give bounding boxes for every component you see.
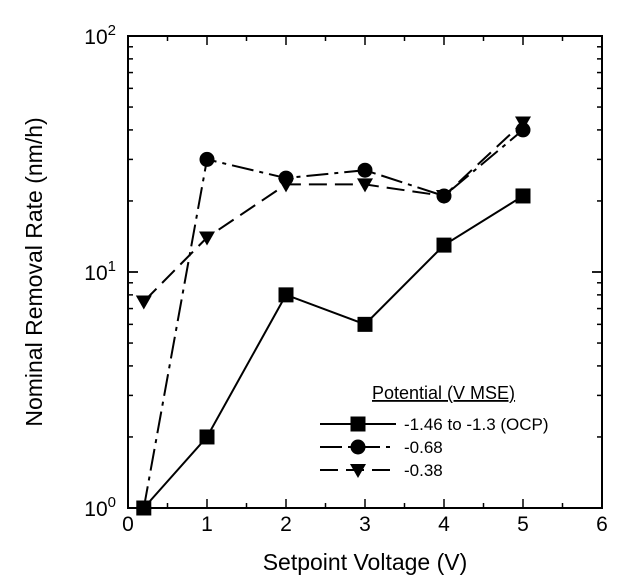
series-line [142, 129, 524, 509]
series-square [136, 188, 531, 516]
series-layer [135, 116, 531, 516]
y-tick-exponent: 1 [108, 258, 116, 275]
legend-marker [350, 416, 366, 432]
data-point [199, 151, 215, 167]
data-point [436, 188, 452, 204]
x-axis-title: Setpoint Voltage (V) [263, 549, 468, 575]
legend-entry: -1.46 to -1.3 (OCP) [320, 415, 549, 434]
data-point [357, 162, 373, 178]
legend-marker [350, 439, 366, 455]
data-point [515, 188, 531, 204]
y-axis-title: Nominal Removal Rate (nm/h) [21, 117, 47, 426]
x-tick-label: 1 [201, 513, 213, 536]
data-point [357, 316, 373, 332]
legend-title: Potential (V MSE) [372, 383, 515, 403]
data-point [515, 122, 531, 138]
data-point [278, 170, 294, 186]
legend-label: -0.38 [404, 461, 443, 480]
x-tick-label: 2 [280, 513, 292, 536]
x-tick-label: 5 [517, 513, 529, 536]
data-point [436, 237, 452, 253]
series-line [143, 195, 524, 509]
series-triangle-down [135, 116, 531, 310]
x-tick-labels: 0 1 2 3 4 5 6 [122, 513, 608, 536]
legend-entry: -0.68 [320, 438, 443, 457]
x-tick-label: 6 [596, 513, 608, 536]
data-point [199, 231, 215, 246]
legend-label: -1.46 to -1.3 (OCP) [404, 415, 549, 434]
y-tick-label: 101 [84, 258, 116, 285]
y-tick-base: 10 [84, 26, 107, 49]
data-point [199, 429, 215, 445]
plot-frame [127, 35, 603, 509]
legend-label: -0.68 [404, 438, 443, 457]
legend-marker [350, 464, 366, 478]
y-tick-base: 10 [84, 498, 107, 521]
axis-ticks [127, 35, 603, 509]
y-tick-label: 100 [84, 494, 116, 521]
y-tick-base: 10 [84, 262, 107, 285]
y-tick-exponent: 0 [108, 494, 116, 511]
x-tick-label: 3 [359, 513, 371, 536]
legend-entries: -1.46 to -1.3 (OCP) -0.68 -0.38 [320, 415, 549, 480]
y-tick-label: 102 [84, 22, 116, 49]
data-point [357, 178, 373, 193]
x-tick-label: 0 [122, 513, 134, 536]
series-circle [136, 122, 531, 516]
series-line [143, 121, 524, 303]
plot-border [127, 35, 603, 509]
data-point [136, 500, 152, 516]
data-point [278, 287, 294, 303]
x-tick-label: 4 [438, 513, 450, 536]
legend: Potential (V MSE) -1.46 to -1.3 (OCP) -0.… [320, 383, 549, 480]
y-tick-exponent: 2 [108, 22, 116, 39]
legend-entry: -0.38 [320, 461, 443, 480]
data-point [135, 295, 152, 310]
